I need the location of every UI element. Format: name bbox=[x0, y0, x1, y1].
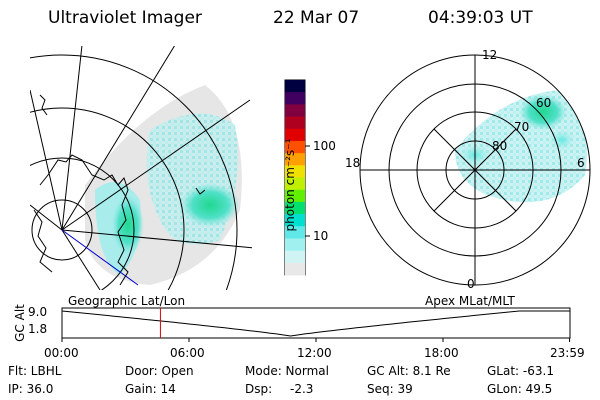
instrument-title: Ultraviolet Imager bbox=[48, 8, 202, 28]
colorbar-cell bbox=[285, 250, 305, 264]
colorbar-cell bbox=[285, 165, 305, 178]
status-glon: GLon: 49.5 bbox=[487, 382, 553, 396]
altitude-ytick-high: 9.0 bbox=[28, 305, 48, 319]
status-dsp: Dsp: bbox=[245, 382, 273, 396]
altitude-xtick-4: 23:59 bbox=[550, 346, 585, 360]
date-label: 22 Mar 07 bbox=[273, 8, 360, 28]
colorbar-label: photon cm⁻²s⁻¹ bbox=[283, 138, 297, 232]
mlt-label-12: 12 bbox=[482, 48, 498, 62]
status-mode: Mode: Normal bbox=[245, 364, 329, 378]
colorbar-cell bbox=[285, 80, 305, 93]
status-gain: Gain: 14 bbox=[125, 382, 176, 396]
colorbar-cell bbox=[285, 226, 305, 239]
colorbar-cell bbox=[285, 92, 305, 105]
altitude-xtick-1: 06:00 bbox=[170, 346, 205, 360]
status-ip: IP: 36.0 bbox=[8, 382, 54, 396]
altitude-plot bbox=[61, 307, 571, 342]
colorbar-cell bbox=[285, 153, 305, 166]
colorbar-cell bbox=[285, 177, 305, 191]
colorbar-cell bbox=[285, 128, 305, 142]
mlt-label-18: 18 bbox=[345, 156, 361, 170]
status-glat: GLat: -63.1 bbox=[487, 364, 554, 378]
geographic-panel-label: Geographic Lat/Lon bbox=[68, 294, 186, 308]
polar-plot bbox=[359, 54, 591, 286]
status-sequence: Seq: 39 bbox=[367, 382, 413, 396]
apex-panel-label: Apex MLat/MLT bbox=[425, 294, 515, 308]
mlat-label-80: 80 bbox=[492, 139, 508, 153]
colorbar-cell bbox=[285, 238, 305, 252]
status-filter: Flt: LBHL bbox=[8, 364, 62, 378]
status-dsp-value: -2.3 bbox=[290, 382, 314, 396]
colorbar-cell bbox=[285, 214, 305, 227]
mlt-label-6: 6 bbox=[577, 156, 585, 170]
altitude-xtick-2: 12:00 bbox=[297, 346, 332, 360]
colorbar-cell bbox=[285, 116, 305, 130]
colorbar bbox=[284, 79, 310, 276]
altitude-xtick-0: 00:00 bbox=[44, 346, 79, 360]
status-gc-altitude: GC Alt: 8.1 Re bbox=[367, 364, 451, 378]
colorbar-cell bbox=[285, 140, 305, 154]
time-label: 04:39:03 UT bbox=[428, 8, 533, 28]
altitude-ylabel: GC Alt bbox=[13, 304, 27, 342]
geographic-map bbox=[30, 46, 252, 290]
mlat-label-60: 60 bbox=[536, 96, 552, 110]
status-door: Door: Open bbox=[125, 364, 194, 378]
colorbar-tick-10: 10 bbox=[313, 229, 329, 243]
colorbar-tick-100: 100 bbox=[313, 139, 336, 153]
colorbar-cell bbox=[285, 104, 305, 118]
colorbar-cell bbox=[285, 201, 305, 215]
altitude-xtick-3: 18:00 bbox=[424, 346, 459, 360]
colorbar-cell bbox=[285, 189, 305, 203]
mlt-label-0: 0 bbox=[467, 277, 475, 291]
altitude-ytick-low: 1.8 bbox=[28, 322, 48, 336]
mlat-label-70: 70 bbox=[514, 120, 530, 134]
colorbar-cell bbox=[285, 262, 305, 276]
